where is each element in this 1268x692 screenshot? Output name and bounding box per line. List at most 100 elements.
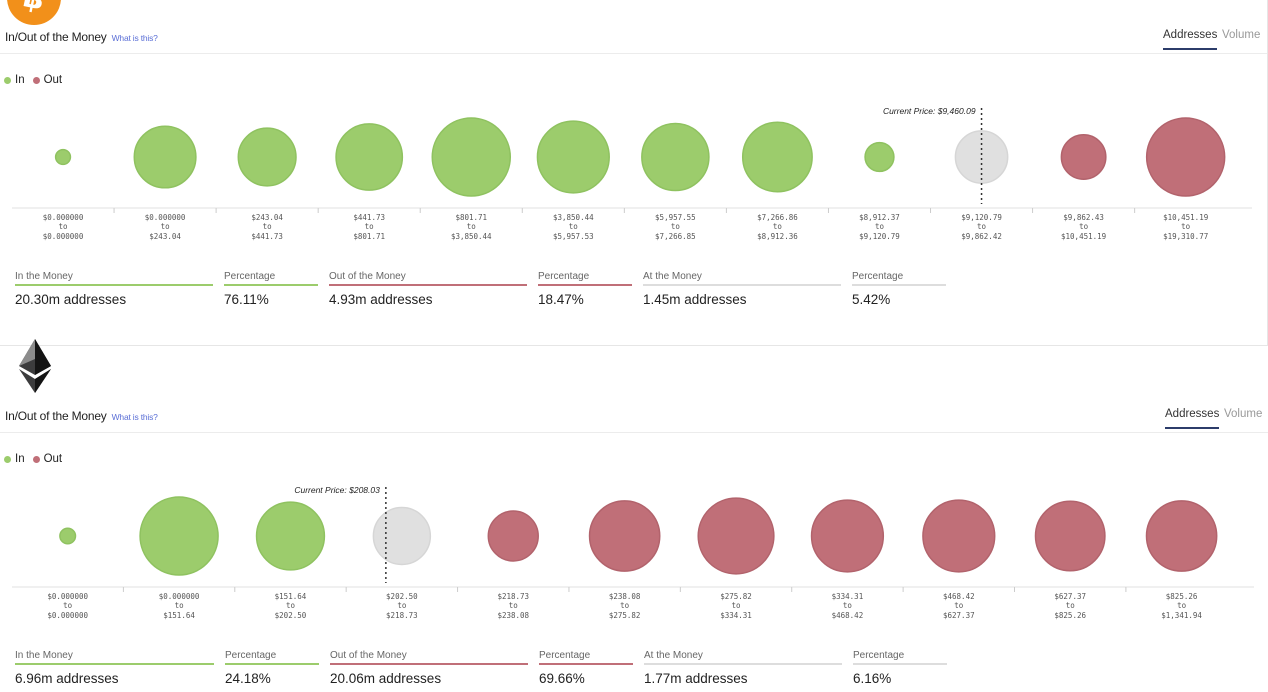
bubble-in[interactable] xyxy=(255,501,326,571)
bubble-out[interactable] xyxy=(697,497,775,575)
range-from-label: $801.71 xyxy=(455,213,487,222)
bubble-in[interactable] xyxy=(335,123,404,191)
bubble-out[interactable] xyxy=(1060,134,1107,180)
bubble-in[interactable] xyxy=(54,148,72,166)
range-from-label: $468.42 xyxy=(943,592,975,601)
stat-underline xyxy=(224,284,318,286)
bubble-at[interactable] xyxy=(372,506,432,566)
btc-bubble-chart: $0.000000to$0.000000$0.000000to$243.04$2… xyxy=(12,106,1252,241)
range-from-label: $825.26 xyxy=(1166,592,1198,601)
range-to-label: $10,451.19 xyxy=(1061,232,1106,241)
range-to-label: $19,310.77 xyxy=(1163,232,1208,241)
tab-volume[interactable]: Volume xyxy=(1224,408,1263,420)
bubble-in[interactable] xyxy=(641,122,710,192)
stat-at-the-money: At the Money 1.77m addresses xyxy=(644,650,842,686)
legend-out-label: Out xyxy=(43,453,63,465)
range-from-label: $7,266.86 xyxy=(757,213,798,222)
stat-value: 18.47% xyxy=(538,292,584,307)
stat-value: 6.16% xyxy=(853,671,892,686)
range-to-label: $9,120.79 xyxy=(859,232,900,241)
stat-label: Percentage xyxy=(538,271,590,282)
range-to-label: $151.64 xyxy=(163,611,195,620)
stat-underline xyxy=(329,284,527,286)
range-from-label: $218.73 xyxy=(497,592,529,601)
stat-at-percentage: Percentage 6.16% xyxy=(853,650,947,686)
stat-value: 5.42% xyxy=(852,292,891,307)
range-from-label: $0.000000 xyxy=(159,592,200,601)
what-is-this-link[interactable]: What is this? xyxy=(111,33,158,43)
bubble-in[interactable] xyxy=(237,127,297,187)
range-from-label: $275.82 xyxy=(720,592,752,601)
current-price-label: Current Price: $208.03 xyxy=(294,485,380,495)
range-to-word: to xyxy=(620,601,630,610)
range-to-label: $275.82 xyxy=(609,611,641,620)
range-to-label: $0.000000 xyxy=(43,232,84,241)
range-from-label: $151.64 xyxy=(275,592,307,601)
bubble-out[interactable] xyxy=(487,510,539,562)
legend: In Out xyxy=(4,453,66,465)
what-is-this-link[interactable]: What is this? xyxy=(111,412,158,422)
range-from-label: $334.31 xyxy=(832,592,864,601)
tab-addresses[interactable]: Addresses xyxy=(1165,408,1220,429)
range-to-word: to xyxy=(59,222,69,231)
legend: In Out xyxy=(4,74,66,86)
stat-underline xyxy=(15,663,214,665)
range-from-label: $0.000000 xyxy=(47,592,88,601)
stat-out-of-the-money: Out of the Money 20.06m addresses xyxy=(330,650,528,686)
range-from-label: $238.08 xyxy=(609,592,641,601)
bubble-out[interactable] xyxy=(810,499,885,573)
current-price-label: Current Price: $9,460.09 xyxy=(883,106,976,116)
stat-in-the-money: In the Money 6.96m addresses xyxy=(15,650,214,686)
tab-addresses[interactable]: Addresses xyxy=(1163,29,1218,50)
range-from-label: $3,850.44 xyxy=(553,213,594,222)
legend-in-label: In xyxy=(15,74,25,86)
stat-value: 1.45m addresses xyxy=(643,292,747,307)
range-from-label: $202.50 xyxy=(386,592,418,601)
bubble-in[interactable] xyxy=(741,121,813,193)
bubble-out[interactable] xyxy=(1145,500,1218,572)
stat-value: 76.11% xyxy=(224,292,269,307)
range-to-word: to xyxy=(1066,601,1076,610)
stat-at-the-money: At the Money 1.45m addresses xyxy=(643,271,841,307)
range-to-label: $468.42 xyxy=(832,611,864,620)
range-to-label: $0.000000 xyxy=(47,611,88,620)
range-from-label: $8,912.37 xyxy=(859,213,900,222)
range-to-label: $1,341.94 xyxy=(1161,611,1202,620)
range-from-label: $10,451.19 xyxy=(1163,213,1208,222)
range-to-label: $627.37 xyxy=(943,611,975,620)
tab-volume[interactable]: Volume xyxy=(1222,29,1261,41)
range-to-label: $7,266.85 xyxy=(655,232,696,241)
range-to-word: to xyxy=(286,601,296,610)
bubble-out[interactable] xyxy=(1034,500,1106,572)
bubble-out[interactable] xyxy=(588,500,661,572)
range-to-label: $334.31 xyxy=(720,611,752,620)
stat-label: Percentage xyxy=(224,271,276,282)
bubble-out[interactable] xyxy=(922,499,996,573)
legend-in[interactable]: In xyxy=(4,74,25,86)
bubble-in[interactable] xyxy=(536,120,610,194)
stat-out-of-the-money: Out of the Money 4.93m addresses xyxy=(329,271,527,307)
legend-out[interactable]: Out xyxy=(32,453,63,465)
bubble-in[interactable] xyxy=(139,496,219,576)
legend-in[interactable]: In xyxy=(4,453,25,465)
legend-out[interactable]: Out xyxy=(32,74,62,86)
stat-label: In the Money xyxy=(15,650,73,661)
stat-out-percentage: Percentage 69.66% xyxy=(539,650,633,686)
eth-bubble-chart: $0.000000to$0.000000$0.000000to$151.64$1… xyxy=(12,485,1254,620)
range-to-word: to xyxy=(1177,601,1187,610)
range-to-word: to xyxy=(977,222,987,231)
bubble-in[interactable] xyxy=(864,141,895,173)
bubble-in[interactable] xyxy=(431,117,512,197)
panel-title: In/Out of the Money What is this? xyxy=(5,409,158,423)
range-from-label: $0.000000 xyxy=(43,213,84,222)
range-from-label: $627.37 xyxy=(1054,592,1086,601)
stat-in-percentage: Percentage 76.11% xyxy=(224,271,318,307)
range-to-label: $825.26 xyxy=(1054,611,1086,620)
range-to-word: to xyxy=(161,222,171,231)
range-to-label: $238.08 xyxy=(497,611,529,620)
bubble-in[interactable] xyxy=(59,527,77,545)
range-from-label: $5,957.55 xyxy=(655,213,696,222)
bubble-in[interactable] xyxy=(133,125,197,189)
bubble-out[interactable] xyxy=(1145,117,1226,197)
stat-value: 4.93m addresses xyxy=(329,292,433,307)
